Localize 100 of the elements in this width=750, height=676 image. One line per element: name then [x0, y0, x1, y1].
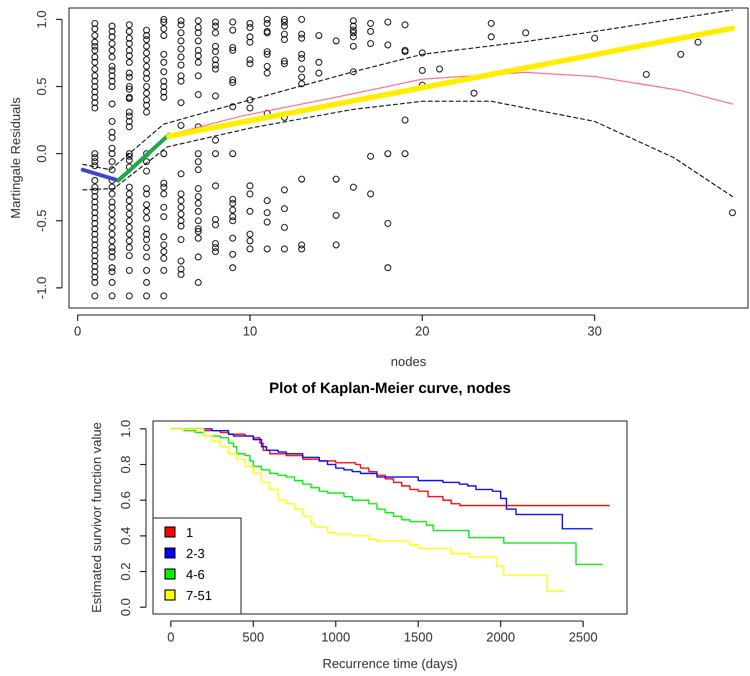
point — [212, 221, 219, 228]
point — [229, 217, 236, 224]
point — [178, 17, 184, 24]
point — [436, 66, 443, 73]
y-tick-label: 0.0 — [118, 598, 133, 616]
point — [280, 205, 288, 212]
point — [126, 252, 133, 260]
point — [212, 150, 219, 158]
point — [91, 42, 98, 50]
point — [143, 70, 150, 77]
chart-title: Plot of Kaplan-Meier curve, nodes — [269, 380, 511, 397]
point — [178, 197, 184, 204]
point — [108, 46, 116, 54]
point — [108, 166, 116, 174]
point — [384, 150, 392, 158]
point — [194, 72, 202, 80]
point — [91, 99, 98, 106]
point — [160, 190, 168, 198]
point — [126, 244, 133, 252]
point — [160, 68, 168, 76]
point — [212, 136, 219, 144]
y-tick-label: 0.5 — [34, 77, 49, 96]
point — [160, 213, 168, 220]
point — [143, 102, 150, 109]
point — [315, 32, 322, 39]
point — [91, 258, 98, 264]
point — [108, 198, 116, 206]
point — [160, 254, 168, 262]
point — [418, 66, 426, 74]
point — [402, 150, 408, 158]
point — [143, 90, 150, 97]
point — [91, 274, 98, 281]
point — [194, 254, 202, 260]
point — [126, 40, 133, 47]
point — [91, 88, 98, 96]
point — [160, 83, 168, 90]
point — [108, 184, 116, 191]
point — [229, 206, 236, 214]
point — [194, 228, 202, 235]
point — [212, 216, 219, 223]
x-tick-label: 10 — [242, 324, 258, 339]
point — [298, 30, 306, 38]
point — [178, 21, 184, 28]
point — [384, 18, 392, 26]
point — [91, 104, 98, 112]
point — [212, 22, 219, 30]
point — [143, 266, 150, 274]
point — [350, 29, 357, 36]
point — [143, 62, 150, 70]
point — [91, 46, 98, 54]
point — [350, 42, 357, 50]
point — [229, 250, 236, 258]
point — [298, 80, 306, 88]
point — [178, 170, 184, 178]
y-tick-label: -0.5 — [34, 210, 49, 232]
point — [246, 208, 254, 215]
point — [194, 91, 202, 98]
point — [194, 217, 202, 224]
point — [246, 24, 254, 31]
point — [178, 258, 184, 264]
point — [91, 246, 98, 254]
point — [332, 176, 340, 183]
point — [350, 68, 357, 76]
point — [194, 37, 202, 44]
point — [143, 26, 150, 34]
point — [143, 225, 150, 232]
point — [91, 38, 98, 46]
x-tick-label: 20 — [415, 324, 430, 339]
point — [367, 20, 374, 27]
y-tick-label: 0.8 — [118, 455, 133, 474]
point — [729, 209, 736, 216]
y-tick-label: 0.4 — [118, 526, 133, 545]
x-axis-title: Recurrence time (days) — [322, 656, 458, 671]
point — [264, 48, 271, 56]
point — [178, 72, 184, 80]
point — [108, 40, 116, 47]
point — [350, 17, 357, 24]
point — [212, 244, 219, 252]
point — [488, 33, 495, 40]
point — [212, 48, 219, 56]
point — [143, 244, 150, 252]
point — [246, 38, 254, 46]
point — [160, 292, 168, 300]
point — [91, 150, 98, 158]
point — [367, 28, 374, 35]
point — [246, 246, 254, 252]
point — [91, 292, 98, 300]
point — [126, 52, 133, 60]
point — [246, 182, 254, 190]
x-tick-label: 30 — [587, 324, 602, 339]
point — [212, 18, 219, 26]
point — [178, 29, 184, 36]
point — [264, 50, 271, 58]
point — [194, 208, 202, 215]
point — [143, 254, 150, 260]
point — [160, 25, 168, 32]
x-tick-label: 2000 — [486, 630, 516, 645]
point — [108, 264, 116, 272]
point — [108, 224, 116, 231]
point — [91, 262, 98, 270]
